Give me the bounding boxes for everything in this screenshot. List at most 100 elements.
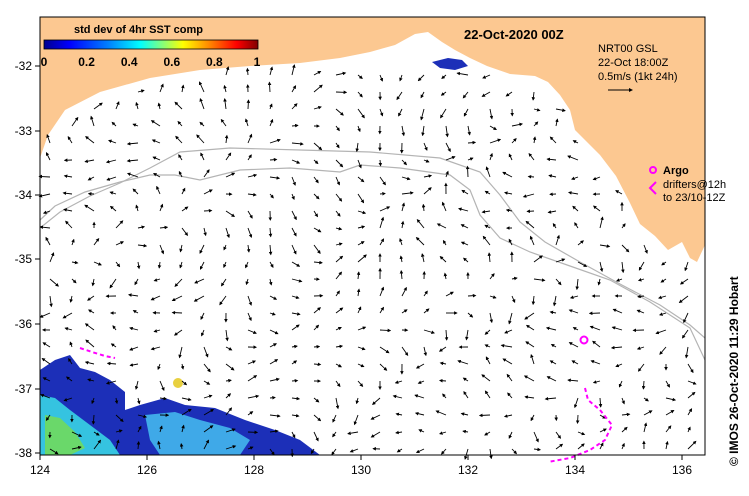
current-vector-arrow (269, 429, 279, 434)
current-vector-arrow (71, 238, 75, 246)
current-vector-arrow (93, 431, 100, 436)
current-vector-arrow (247, 295, 252, 306)
current-vector-arrow (335, 397, 340, 410)
current-vector-arrow (555, 108, 566, 112)
current-vector-arrow (247, 329, 257, 334)
current-vector-arrow (225, 210, 236, 217)
current-vector-arrow (137, 243, 148, 248)
current-vector-arrow (181, 380, 188, 386)
current-vector-arrow (577, 261, 588, 267)
current-vector-arrow (223, 84, 227, 93)
current-vector-arrow (401, 309, 408, 314)
argo-legend-title: Argo (663, 165, 689, 177)
current-vector-arrow (291, 261, 301, 267)
current-vector-arrow (153, 278, 161, 282)
current-vector-arrow (621, 261, 625, 274)
current-vector-arrow (643, 410, 653, 416)
current-vector-arrow (62, 312, 73, 319)
current-vector-arrow (225, 363, 235, 371)
current-vector-arrow (84, 323, 95, 331)
current-vector-arrow (599, 261, 604, 272)
current-vector-arrow (200, 329, 205, 337)
current-vector-arrow (335, 255, 344, 263)
current-vector-arrow (589, 325, 601, 331)
current-vector-arrow (291, 312, 301, 316)
current-vector-arrow (137, 225, 146, 230)
current-vector-arrow (203, 394, 213, 399)
current-vector-arrow (392, 394, 403, 399)
current-vector-arrow (546, 376, 557, 382)
current-vector-arrow (198, 81, 205, 93)
current-vector-arrow (687, 391, 696, 399)
current-vector-arrow (313, 344, 321, 349)
current-vector-arrow (335, 193, 343, 202)
current-vector-arrow (115, 439, 120, 450)
current-vector-arrow (687, 440, 697, 450)
current-vector-arrow (467, 157, 474, 161)
current-vector-arrow (416, 218, 425, 229)
current-vector-arrow (269, 118, 274, 127)
current-vector-arrow (660, 278, 667, 283)
current-vector-arrow (291, 227, 297, 237)
current-vector-arrow (313, 210, 318, 218)
current-vector-arrow (445, 170, 449, 178)
current-vector-arrow (159, 380, 165, 392)
current-vector-arrow (421, 125, 425, 137)
shelf-contour-outer (40, 147, 705, 339)
lon-tick-label: 126 (137, 463, 157, 477)
current-vector-arrow (439, 378, 447, 383)
current-vector-arrow (136, 261, 141, 270)
current-vector-arrow (269, 448, 275, 456)
current-vector-arrow (418, 429, 425, 433)
current-vector-arrow (178, 346, 183, 359)
current-vector-arrow (643, 244, 648, 254)
current-vector-arrow (638, 261, 645, 271)
current-vector-arrow (181, 227, 189, 237)
current-vector-arrow (484, 329, 491, 335)
current-vector-arrow (63, 397, 73, 402)
sst-patch-west-green (45, 415, 85, 455)
current-vector-arrow (225, 152, 232, 161)
current-vector-arrow (500, 343, 513, 348)
current-vector-arrow (400, 220, 405, 229)
current-vector-arrow (71, 445, 82, 450)
current-vector-arrow (313, 260, 323, 265)
current-vector-arrow (68, 357, 73, 365)
current-vector-arrow (268, 244, 273, 256)
colorbar-title: std dev of 4hr SST comp (74, 24, 203, 36)
current-vector-arrow (511, 276, 518, 281)
current-vector-arrow (181, 187, 186, 195)
current-vector-arrow (171, 295, 183, 302)
current-vector-arrow (347, 431, 359, 436)
current-vector-arrow (485, 356, 491, 365)
current-vector-arrow (505, 208, 513, 213)
current-vector-arrow (420, 91, 425, 99)
current-vector-arrow (203, 227, 207, 237)
current-vector-arrow (379, 306, 384, 314)
current-vector-arrow (84, 204, 95, 212)
current-vector-arrow (467, 140, 477, 145)
current-vector-arrow (489, 125, 497, 131)
lat-tick-label: -36 (15, 317, 33, 331)
lon-tick-label: 136 (672, 463, 692, 477)
current-vector-arrow (179, 443, 184, 450)
current-vector-arrow (64, 327, 73, 331)
current-vector-arrow (489, 152, 493, 161)
current-vector-arrow (269, 176, 281, 180)
current-vector-arrow (106, 361, 117, 366)
current-vector-arrow (269, 295, 278, 300)
current-vector-arrow (105, 159, 117, 164)
current-vector-arrow (531, 91, 536, 101)
current-vector-arrow (63, 208, 73, 212)
current-vector-arrow (132, 188, 139, 195)
current-vector-arrow (178, 170, 183, 178)
current-vector-arrow (247, 360, 257, 365)
current-vector-arrow (269, 343, 277, 348)
current-vector-arrow (575, 414, 580, 424)
current-vector-arrow (159, 203, 164, 212)
current-vector-arrow (552, 295, 557, 307)
current-vector-arrow (357, 91, 363, 98)
current-vector-arrow (379, 108, 384, 117)
current-vector-arrow (332, 414, 337, 423)
